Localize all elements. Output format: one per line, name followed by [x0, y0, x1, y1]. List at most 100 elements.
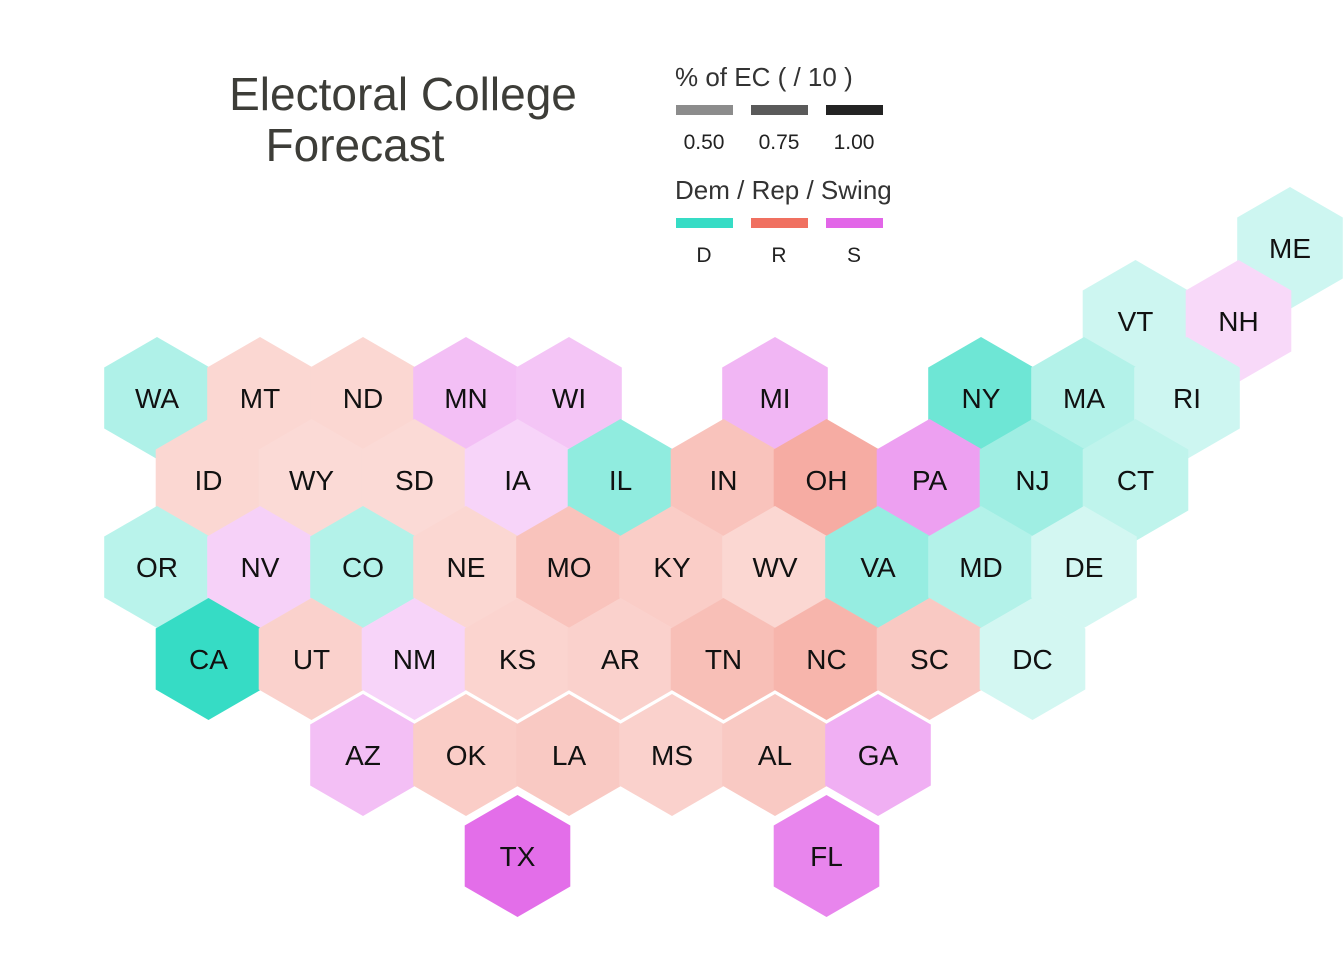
state-hex-ct[interactable]: CT: [1082, 419, 1189, 541]
state-hex-wy[interactable]: WY: [258, 419, 365, 541]
state-label: GA: [858, 740, 899, 771]
state-hex-nj[interactable]: NJ: [979, 419, 1086, 541]
legend-party-title: Dem / Rep / Swing: [675, 175, 892, 205]
state-hex-nv[interactable]: NV: [207, 506, 313, 628]
state-hex-ri[interactable]: RI: [1134, 337, 1240, 459]
state-hex-tn[interactable]: TN: [670, 598, 777, 720]
state-hex-wi[interactable]: WI: [516, 337, 622, 459]
state-label: NM: [393, 644, 437, 675]
legend-size-label-0.75: 0.75: [759, 131, 800, 154]
state-label: IN: [710, 465, 738, 496]
state-label: ND: [343, 383, 383, 414]
state-label: TN: [705, 644, 742, 675]
state-hex-il[interactable]: IL: [567, 419, 674, 541]
state-label: AZ: [345, 740, 381, 771]
state-label: AR: [601, 644, 640, 675]
state-label: IL: [609, 465, 632, 496]
state-hex-nm[interactable]: NM: [361, 598, 468, 720]
state-hex-ks[interactable]: KS: [464, 598, 571, 720]
state-hex-ca[interactable]: CA: [155, 598, 262, 720]
state-hex-mn[interactable]: MN: [413, 337, 519, 459]
state-label: AL: [758, 740, 792, 771]
state-hex-ut[interactable]: UT: [258, 598, 365, 720]
state-hex-id[interactable]: ID: [155, 419, 262, 541]
state-hex-sc[interactable]: SC: [876, 598, 983, 720]
state-label: LA: [552, 740, 587, 771]
state-hex-ny[interactable]: NY: [928, 337, 1034, 459]
state-hex-shape: [155, 598, 262, 720]
legend-party: Dem / Rep / Swing D R S: [675, 175, 892, 267]
legend-party-label-s: S: [847, 244, 861, 267]
state-hex-tx[interactable]: TX: [464, 795, 571, 917]
state-hex-nd[interactable]: ND: [310, 337, 416, 459]
state-hex-wa[interactable]: WA: [104, 337, 210, 459]
state-hex-al[interactable]: AL: [722, 694, 828, 816]
state-hex-ky[interactable]: KY: [619, 506, 725, 628]
state-hex-oh[interactable]: OH: [773, 419, 880, 541]
state-label: MA: [1063, 383, 1105, 414]
state-hex-wv[interactable]: WV: [722, 506, 828, 628]
state-hex-ar[interactable]: AR: [567, 598, 674, 720]
state-hex-ms[interactable]: MS: [619, 694, 725, 816]
state-hex-pa[interactable]: PA: [876, 419, 983, 541]
state-hex-ne[interactable]: NE: [413, 506, 519, 628]
state-hex-shape: [310, 337, 416, 459]
state-label: MN: [444, 383, 488, 414]
state-hex-shape: [979, 419, 1086, 541]
state-hex-ia[interactable]: IA: [464, 419, 571, 541]
state-label: NV: [241, 552, 280, 583]
state-hex-in[interactable]: IN: [670, 419, 777, 541]
state-hex-shape: [104, 506, 210, 628]
state-hex-fl[interactable]: FL: [773, 795, 880, 917]
state-label: NE: [447, 552, 486, 583]
state-hex-de[interactable]: DE: [1031, 506, 1137, 628]
state-hex-mi[interactable]: MI: [722, 337, 828, 459]
state-hex-shape: [361, 419, 468, 541]
state-label: OR: [136, 552, 178, 583]
state-hex-shape: [207, 337, 313, 459]
state-hex-shape: [207, 506, 313, 628]
state-label: NH: [1218, 306, 1258, 337]
state-hex-shape: [619, 506, 725, 628]
legend-size: % of EC ( / 10 ) 0.50 0.75 1.00: [675, 62, 883, 154]
state-hex-va[interactable]: VA: [825, 506, 931, 628]
state-label: KS: [499, 644, 536, 675]
state-hex-dc[interactable]: DC: [979, 598, 1086, 720]
state-hex-shape: [464, 598, 571, 720]
state-hex-md[interactable]: MD: [928, 506, 1034, 628]
state-hex-shape: [104, 337, 210, 459]
state-label: SC: [910, 644, 949, 675]
state-hex-ma[interactable]: MA: [1031, 337, 1137, 459]
state-hex-shape: [1082, 419, 1189, 541]
legend-party-label-r: R: [771, 244, 786, 267]
state-hex-co[interactable]: CO: [310, 506, 416, 628]
state-hex-az[interactable]: AZ: [310, 694, 416, 816]
state-hex-shape: [876, 598, 983, 720]
state-hex-sd[interactable]: SD: [361, 419, 468, 541]
state-hex-shape: [1134, 337, 1240, 459]
state-label: IA: [504, 465, 531, 496]
state-hex-shape: [567, 598, 674, 720]
state-label: PA: [912, 465, 948, 496]
state-hex-shape: [258, 419, 365, 541]
state-hex-shape: [413, 506, 519, 628]
legend-size-label-1.00: 1.00: [834, 131, 875, 154]
state-hex-nc[interactable]: NC: [773, 598, 880, 720]
state-hex-shape: [773, 598, 880, 720]
chart-title-line-1: Electoral College: [229, 68, 577, 120]
state-hex-shape: [567, 419, 674, 541]
state-hex-la[interactable]: LA: [516, 694, 622, 816]
legend-party-swatch-s: [826, 218, 883, 228]
state-label: VT: [1118, 306, 1154, 337]
state-hex-shape: [464, 419, 571, 541]
state-label: RI: [1173, 383, 1201, 414]
state-hex-ok[interactable]: OK: [413, 694, 519, 816]
state-hex-mo[interactable]: MO: [516, 506, 622, 628]
state-label: NJ: [1015, 465, 1049, 496]
state-label: OH: [806, 465, 848, 496]
state-hex-ga[interactable]: GA: [825, 694, 931, 816]
state-hex-shape: [928, 506, 1034, 628]
state-hex-or[interactable]: OR: [104, 506, 210, 628]
state-hex-shape: [670, 419, 777, 541]
state-hex-mt[interactable]: MT: [207, 337, 313, 459]
